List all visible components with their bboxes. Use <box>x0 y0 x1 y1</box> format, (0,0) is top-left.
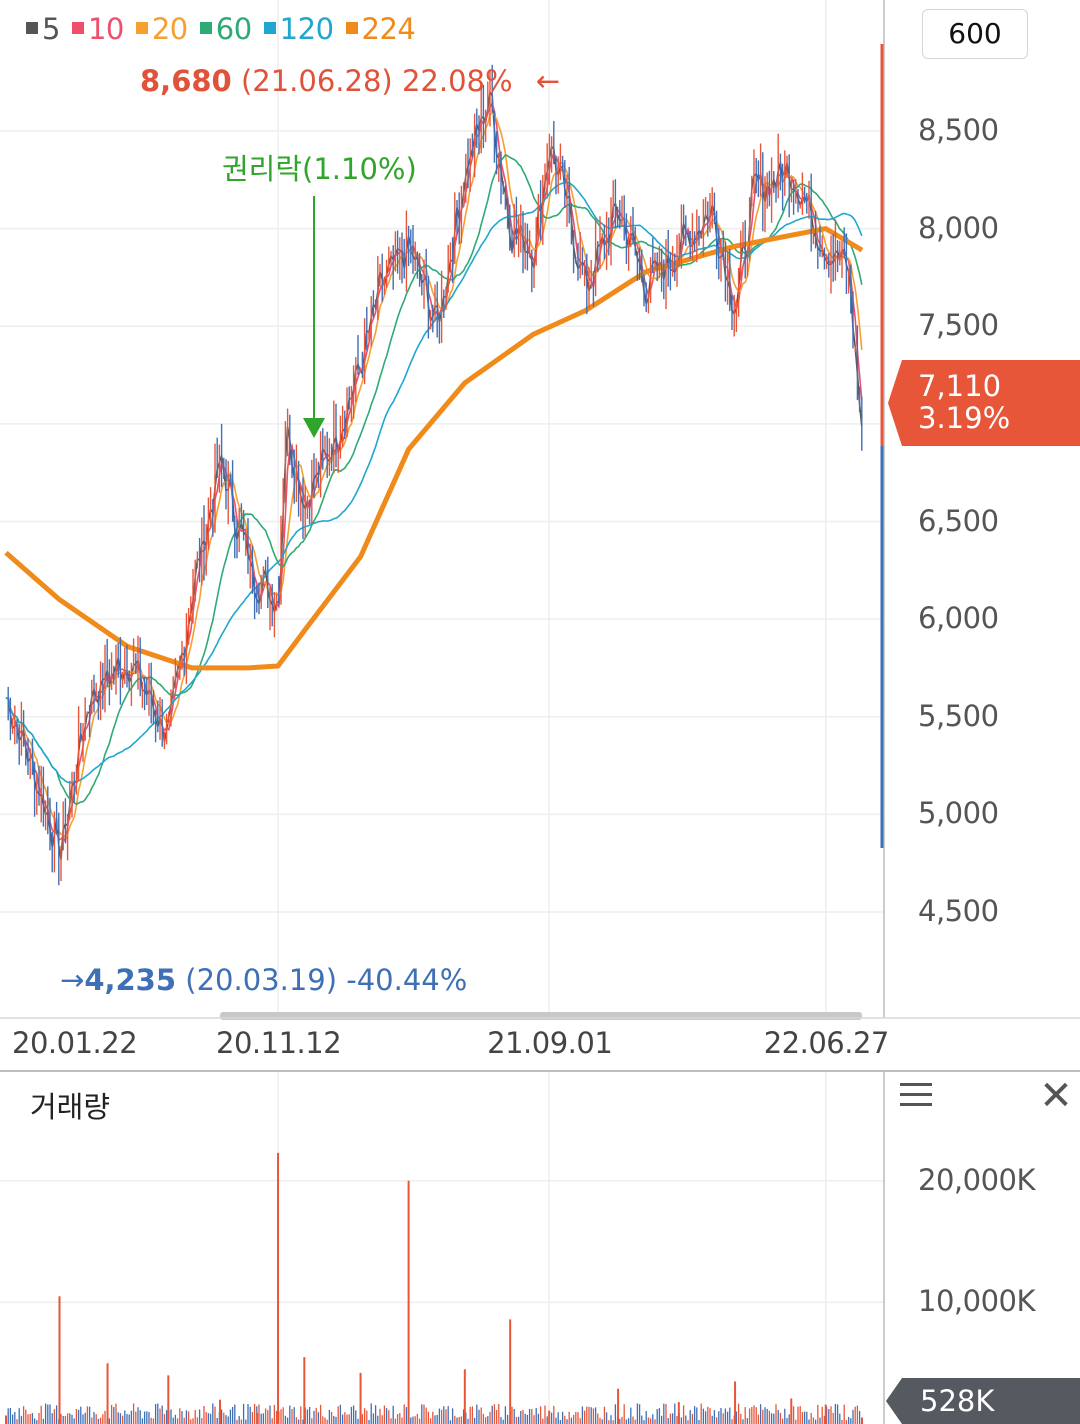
low-arrow-icon: → <box>60 963 85 997</box>
ma-line-120 <box>5 181 863 784</box>
period-button[interactable]: 600 <box>922 9 1028 59</box>
legend-item-20: 20 <box>135 12 188 46</box>
legend-label: 120 <box>279 12 334 46</box>
legend-label: 224 <box>361 12 416 46</box>
low-date: (20.03.19) <box>185 963 338 997</box>
price-chart <box>0 0 1080 1072</box>
legend-swatch <box>26 22 38 34</box>
y-tick-label: 5,500 <box>918 698 999 733</box>
current-price-badge: 7,110 3.19% <box>888 360 1080 446</box>
low-annotation: →4,235 (20.03.19) -40.44% <box>60 963 467 997</box>
y-tick-label: 7,500 <box>918 308 999 343</box>
ma-line-60 <box>5 154 863 806</box>
legend-swatch <box>71 22 84 34</box>
high-annotation: 8,680 (21.06.28) 22.08% ← <box>140 64 560 98</box>
high-arrow-icon: ← <box>535 64 561 98</box>
legend-label: 10 <box>87 12 124 46</box>
x-tick-label: 20.11.12 <box>216 1026 342 1060</box>
volume-bars <box>5 1152 863 1424</box>
volume-grid <box>0 1072 884 1424</box>
high-date: (21.06.28) <box>240 64 393 98</box>
legend-swatch <box>135 22 148 34</box>
legend-item-5: 5 <box>26 12 60 46</box>
ma-lines <box>4 90 864 860</box>
x-tick-label: 22.06.27 <box>763 1026 890 1060</box>
y-tick-label: 5,000 <box>918 796 999 831</box>
price-grid <box>0 0 884 1018</box>
ma-legend: 5 10 20 60 120 224 <box>26 12 427 46</box>
legend-item-10: 10 <box>71 12 124 46</box>
candles <box>7 64 863 886</box>
x-tick-label: 20.01.22 <box>12 1026 138 1060</box>
legend-label: 60 <box>215 12 252 46</box>
y-tick-label: 8,000 <box>918 210 999 245</box>
menu-icon[interactable] <box>900 1083 932 1111</box>
y-tick-label: 6,000 <box>918 601 999 636</box>
legend-swatch <box>345 22 358 34</box>
volume-chart <box>0 1072 885 1424</box>
current-price: 7,110 <box>918 369 1002 403</box>
ma-line-20 <box>5 112 863 839</box>
legend-item-120: 120 <box>263 12 334 46</box>
legend-label: 5 <box>42 12 60 46</box>
ex-rights-label: 권리락(1.10%) <box>222 152 417 186</box>
current-change-pct: 3.19% <box>918 401 1011 435</box>
legend-swatch <box>199 22 212 34</box>
ma-line-5 <box>5 90 863 860</box>
close-icon[interactable]: ✕ <box>1039 1073 1073 1119</box>
legend-swatch <box>263 22 276 34</box>
volume-title: 거래량 <box>30 1090 111 1124</box>
y-tick-label: 6,500 <box>918 503 999 538</box>
ma-line-10 <box>5 100 863 845</box>
low-pct: -40.44% <box>346 963 468 997</box>
volume-y-tick-label: 20,000K <box>918 1162 1036 1197</box>
legend-item-224: 224 <box>345 12 416 46</box>
ma-line-224 <box>4 226 864 671</box>
legend-label: 20 <box>151 12 188 46</box>
volume-y-tick-label: 10,000K <box>918 1284 1036 1319</box>
x-tick-label: 21.09.01 <box>487 1026 613 1060</box>
ex-rights-arrow-icon <box>303 418 325 438</box>
current-volume-badge: 528K <box>886 1378 1080 1424</box>
scrollbar-track[interactable] <box>220 1012 862 1020</box>
ex-rights-marker <box>303 196 325 438</box>
low-price: 4,235 <box>84 963 177 997</box>
high-price: 8,680 <box>140 64 232 98</box>
legend-item-60: 60 <box>199 12 252 46</box>
y-tick-label: 4,500 <box>918 894 999 928</box>
high-pct: 22.08% <box>401 64 513 98</box>
y-tick-label: 8,500 <box>918 113 999 147</box>
